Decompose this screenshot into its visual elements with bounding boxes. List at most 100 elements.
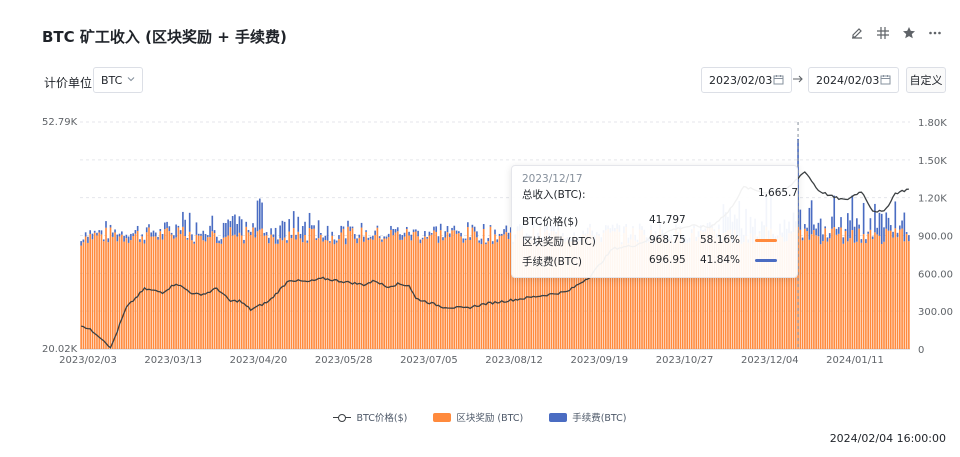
fee-bar [880, 213, 883, 244]
reward-bar [856, 241, 858, 349]
reward-bar [498, 235, 501, 349]
reward-bar [706, 227, 709, 349]
reward-bar [143, 243, 146, 349]
reward-bar [408, 235, 410, 349]
reward-bar [702, 232, 704, 349]
fee-bar [851, 195, 854, 231]
reward-bar [320, 234, 322, 349]
edit-icon[interactable] [850, 26, 864, 40]
reward-bar [256, 231, 259, 349]
reward-bar [844, 231, 847, 349]
fee-bar [272, 234, 275, 238]
reward-bar [539, 226, 542, 349]
reward-bar [860, 242, 863, 349]
chart-tooltip: 2023/12/17 总收入(BTC): 1,665.7 BTC价格($) 41… [511, 165, 798, 278]
fee-bar [349, 226, 352, 232]
reward-bar [139, 241, 141, 349]
x-axis-tick-label: 2023/02/03 [59, 355, 117, 366]
x-axis-tick-label: 2023/03/13 [144, 355, 202, 366]
legend-swatch-fee [549, 412, 568, 422]
reward-bar [87, 242, 89, 349]
reward-bar [826, 241, 829, 349]
reward-bar [519, 230, 521, 349]
fee-bar [202, 230, 205, 241]
reward-bar [815, 235, 817, 349]
fee-bar [899, 225, 901, 230]
fee-bar [80, 241, 82, 246]
legend-item-price[interactable]: BTC价格($) [333, 410, 407, 424]
fee-bar [819, 218, 822, 245]
fee-bar [476, 231, 478, 238]
reward-bar [521, 228, 523, 349]
fee-bar [390, 225, 392, 230]
tooltip-total-value: 1,665.7 [758, 187, 799, 199]
reward-bar [543, 231, 546, 349]
reward-bar [672, 244, 675, 349]
reward-bar [752, 243, 754, 349]
reward-bar [813, 230, 815, 349]
reward-bar [372, 239, 374, 349]
fee-bar [197, 233, 200, 236]
reward-bar [184, 236, 186, 349]
grid-icon[interactable] [876, 26, 890, 40]
reward-bar [684, 242, 686, 349]
fee-bar [338, 235, 340, 239]
reward-bar [292, 228, 295, 349]
reward-bar [736, 236, 738, 349]
fee-bar [510, 227, 512, 233]
reward-bar [281, 240, 284, 349]
fee-bar [503, 229, 505, 235]
reward-bar [580, 241, 582, 349]
fee-bar [333, 239, 336, 245]
legend-line-marker [333, 413, 352, 422]
legend-item-fee[interactable]: 手续费(BTC) [549, 410, 627, 424]
unit-select[interactable]: BTC [93, 67, 143, 93]
reward-bar [846, 241, 849, 349]
fee-bar [455, 230, 458, 234]
reward-bar [722, 232, 725, 349]
reward-bar [571, 241, 573, 349]
reward-bar [405, 229, 408, 349]
fee-bar [100, 230, 103, 235]
reward-bar [874, 232, 876, 349]
legend-label-price: BTC价格($) [356, 413, 408, 424]
fee-bar [874, 203, 876, 233]
reward-bar [654, 233, 657, 349]
reward-bar [150, 236, 153, 349]
reward-bar [880, 243, 883, 349]
reward-bar [582, 233, 585, 349]
more-icon[interactable] [928, 26, 942, 40]
fee-bar [482, 224, 485, 229]
reward-bar [681, 241, 684, 349]
fee-bar [150, 232, 153, 237]
custom-range-button[interactable]: 自定义 [906, 67, 946, 93]
reward-bar [889, 230, 892, 349]
miner-revenue-chart[interactable]: 52.79K 20.02K 1.80K 1.50K 1.20K 900.00 600.00 3… [0, 0, 960, 400]
reward-bar [419, 243, 422, 349]
date-from-field[interactable]: 2023/02/03 [701, 67, 792, 93]
reward-bar [577, 241, 580, 349]
fee-bar [410, 234, 413, 241]
star-icon[interactable] [902, 26, 916, 40]
reward-bar [487, 241, 490, 349]
date-to-field[interactable]: 2024/02/03 [808, 67, 899, 93]
legend-item-reward[interactable]: 区块奖励 (BTC) [433, 410, 523, 424]
reward-bar [111, 236, 114, 349]
reward-bar [204, 241, 207, 349]
reward-bar [822, 241, 824, 349]
reward-bar [749, 233, 752, 349]
fee-bar [369, 236, 372, 239]
fee-bar [360, 222, 363, 228]
fee-bar [901, 220, 903, 229]
fee-bar [813, 224, 815, 231]
reward-bar [593, 241, 596, 349]
fee-bar [415, 229, 417, 232]
reward-bar [733, 229, 736, 349]
fee-bar [204, 233, 207, 242]
fee-bar [806, 227, 808, 232]
reward-bar [268, 243, 270, 349]
reward-bar [865, 243, 867, 349]
reward-bar [435, 231, 438, 349]
reward-bar [152, 236, 155, 349]
reward-bar [842, 243, 845, 349]
